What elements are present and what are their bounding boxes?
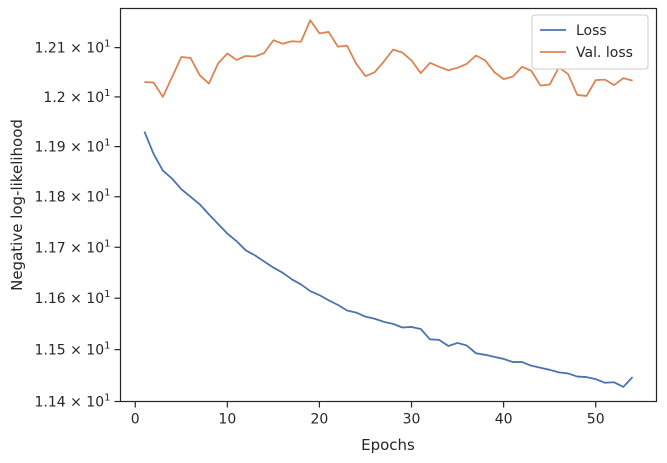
x-tick-label: 50 <box>587 412 605 428</box>
y-tick-label: 1.17 × 101 <box>35 238 111 256</box>
y-axis: 1.14 × 101 1.15 × 101 1.16 × 101 1.17 × 101… <box>35 39 121 411</box>
legend-label-loss: Loss <box>576 23 607 39</box>
x-tick-label: 30 <box>403 412 421 428</box>
y-tick-label: 1.2 × 101 <box>43 88 110 106</box>
y-tick-label: 1.19 × 101 <box>35 138 111 156</box>
y-tick-label: 1.21 × 101 <box>35 39 111 57</box>
legend-box <box>531 14 649 70</box>
y-tick-label: 1.15 × 101 <box>35 341 111 359</box>
plot-frame <box>119 7 658 403</box>
x-axis-label: Epochs <box>361 436 415 454</box>
x-tick-label: 10 <box>218 412 236 428</box>
series-line-loss <box>143 131 634 388</box>
x-tick-label: 40 <box>495 412 513 428</box>
series-layer <box>143 19 634 388</box>
x-axis: 0 10 20 30 40 50 <box>131 401 605 428</box>
x-tick-label: 0 <box>131 412 140 428</box>
legend: Loss Val. loss <box>531 14 649 70</box>
y-axis-label: Negative log-likelihood <box>8 119 26 291</box>
y-tick-label: 1.14 × 101 <box>35 393 111 411</box>
y-tick-label: 1.18 × 101 <box>35 188 111 206</box>
y-tick-label: 1.16 × 101 <box>35 289 111 307</box>
series-line-val-loss <box>144 19 633 98</box>
legend-label-val-loss: Val. loss <box>576 45 633 61</box>
x-tick-label: 20 <box>311 412 329 428</box>
